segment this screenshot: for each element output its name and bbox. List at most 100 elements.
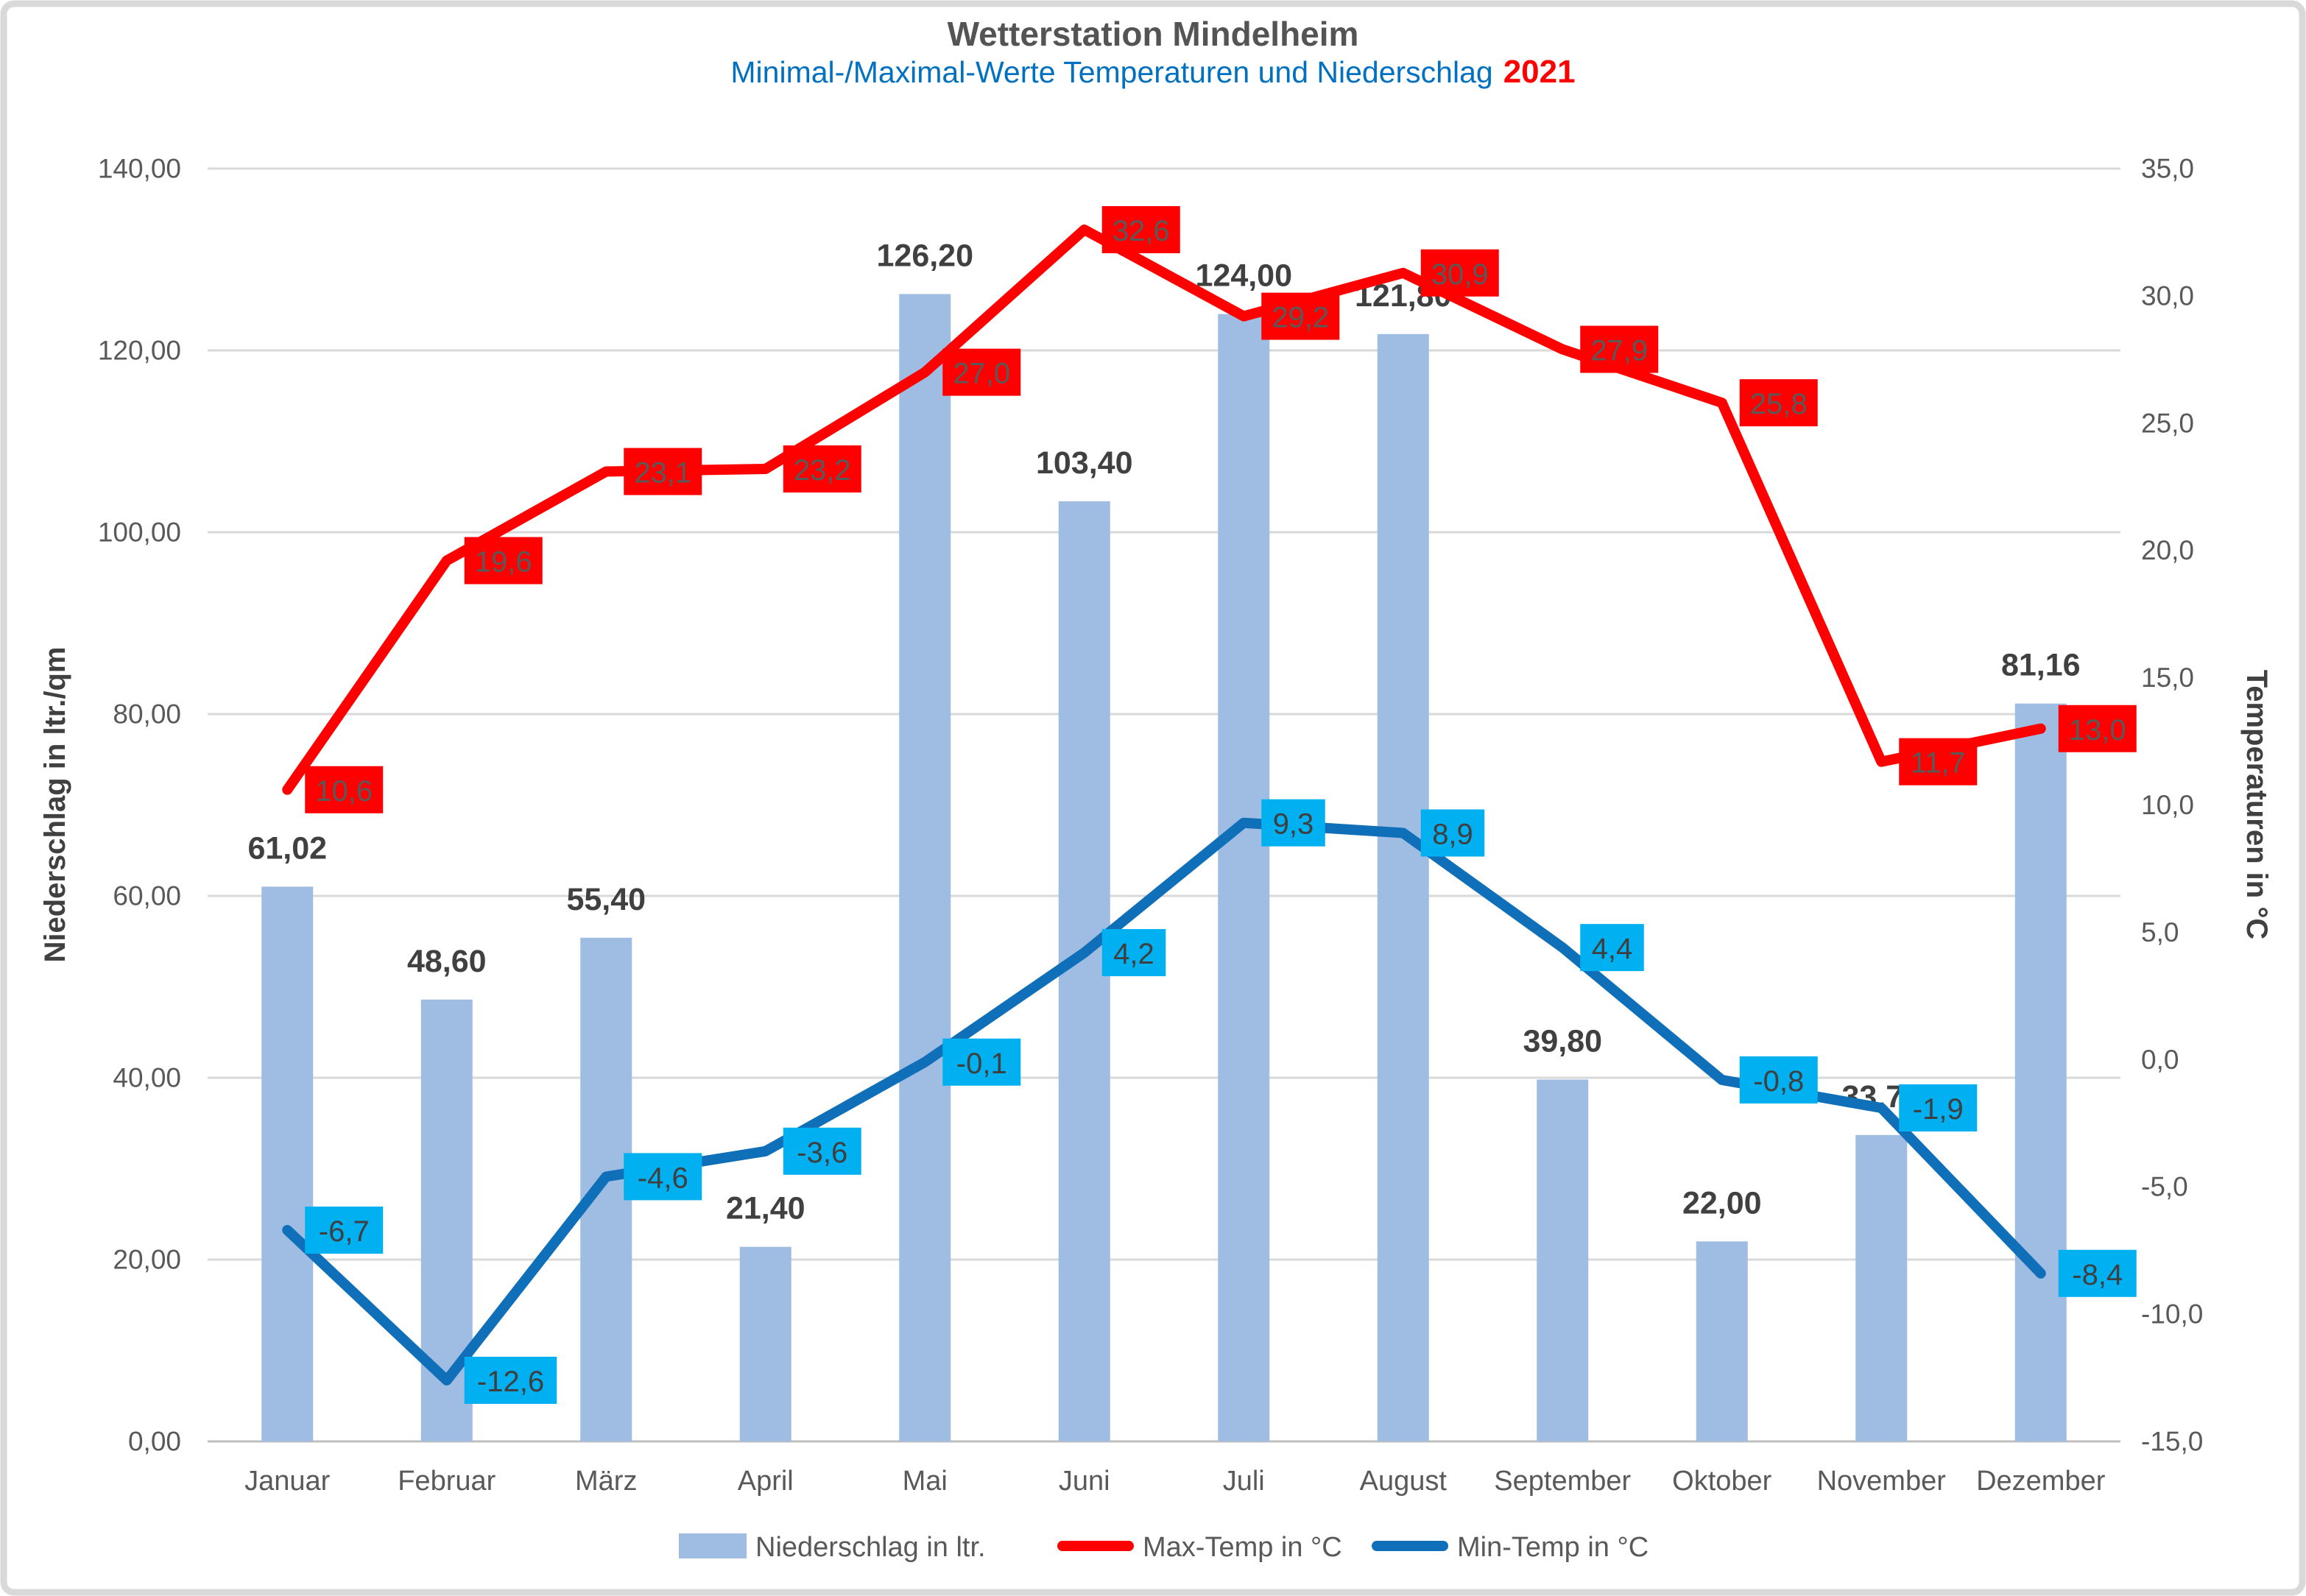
bar-label-januar: 61,02 (247, 830, 327, 866)
right-axis-tick: 25,0 (2141, 408, 2194, 438)
month-label-april: April (738, 1466, 794, 1497)
gridlines (208, 167, 2120, 1443)
max-temp-label-box (783, 445, 861, 493)
min-temp-label-box (464, 1357, 557, 1405)
right-axis-tick: 5,0 (2141, 917, 2179, 947)
min-temp-label-value: 4,2 (1113, 938, 1154, 970)
min-temp-label-value: 8,9 (1432, 819, 1473, 851)
min-temp-label-november[interactable]: -1,9 (1899, 1084, 1978, 1132)
max-temp-line[interactable] (282, 224, 2046, 795)
max-temp-label-box (942, 348, 1021, 396)
min-temp-label-value: -3,6 (797, 1137, 847, 1169)
max-temp-label-value: 32,6 (1113, 215, 1170, 247)
month-label-oktober: Oktober (1672, 1466, 1772, 1497)
month-label-august: August (1360, 1466, 1448, 1497)
left-axis-tick: 60,00 (113, 881, 181, 911)
legend: Niederschlag in ltr. Max-Temp in °C Min-Te… (679, 1532, 1649, 1563)
max-temp-label-value: 11,7 (1911, 747, 1966, 780)
max-temp-label-november[interactable]: 11,7 (1899, 738, 1978, 785)
bar-label-september: 39,80 (1523, 1023, 1602, 1059)
legend-item-min-temp[interactable]: Min-Temp in °C (1372, 1532, 1649, 1563)
max-temp-label-august[interactable]: 30,9 (1420, 249, 1499, 297)
max-temp-label-juni[interactable]: 32,6 (1101, 205, 1180, 253)
bar-label-dezember: 81,16 (2001, 648, 2081, 683)
bar-label-juli: 124,00 (1195, 258, 1292, 294)
max-temp-label-märz[interactable]: 23,1 (624, 448, 702, 495)
min-temp-label-box (1420, 809, 1485, 857)
min-temp-label-juni[interactable]: 4,2 (1101, 929, 1166, 977)
max-temp-label-value: 13,0 (2069, 714, 2126, 746)
max-temp-label-september[interactable]: 27,9 (1580, 325, 1659, 373)
legend-label: Min-Temp in °C (1457, 1532, 1649, 1563)
bar-september[interactable] (1537, 1079, 1589, 1441)
max-temp-label-box (2058, 705, 2137, 752)
chart-subtitle[interactable]: Minimal-/Maximal-Werte Temperaturen und … (730, 54, 1575, 90)
month-label-märz: März (575, 1466, 637, 1497)
right-axis-tick: -5,0 (2141, 1172, 2188, 1202)
precipitation-bar-labels: 61,0248,6055,4021,40126,20103,40124,0012… (247, 238, 2080, 1226)
chart-title[interactable]: Wetterstation Mindelheim (948, 15, 1359, 53)
min-temp-label-februar[interactable]: -12,6 (464, 1357, 557, 1405)
max-temp-label-box (624, 448, 702, 495)
max-temp-label-april[interactable]: 23,2 (783, 445, 861, 493)
min-temp-label-dezember[interactable]: -8,4 (2058, 1249, 2137, 1297)
bar-dezember[interactable] (2014, 703, 2067, 1441)
min-temp-label-september[interactable]: 4,4 (1580, 924, 1644, 972)
bar-oktober[interactable] (1696, 1241, 1748, 1441)
min-temp-label-box (624, 1153, 702, 1201)
min-temp-label-box (783, 1127, 861, 1175)
legend-label: Max-Temp in °C (1143, 1532, 1342, 1563)
bar-januar[interactable] (261, 886, 314, 1441)
max-temp-label-box (1580, 325, 1659, 373)
bar-juli[interactable] (1218, 314, 1270, 1442)
legend-item-niederschlag[interactable]: Niederschlag in ltr. (679, 1532, 986, 1563)
bar-mai[interactable] (899, 294, 951, 1442)
right-axis-tick: 0,0 (2141, 1045, 2179, 1075)
max-temp-label-januar[interactable]: 10,6 (305, 766, 384, 813)
month-label-juli: Juli (1223, 1466, 1265, 1497)
min-temp-label-april[interactable]: -3,6 (783, 1127, 861, 1175)
max-temp-label-value: 27,9 (1590, 335, 1648, 367)
max-temp-label-juli[interactable]: 29,2 (1261, 292, 1340, 340)
legend-label: Niederschlag in ltr. (755, 1532, 986, 1563)
bar-label-februar: 48,60 (407, 944, 487, 979)
right-axis-title[interactable]: Temperaturen in °C (2240, 670, 2273, 939)
bar-april[interactable] (739, 1246, 791, 1441)
max-temp-label-value: 27,0 (953, 358, 1010, 390)
right-axis-tick: -15,0 (2141, 1427, 2203, 1457)
right-axis-tick: 15,0 (2141, 663, 2194, 693)
min-temp-label-box (1580, 924, 1644, 972)
min-temp-label-box (305, 1206, 384, 1254)
min-temp-label-value: 4,4 (1592, 933, 1633, 965)
bar-november[interactable] (1855, 1134, 1908, 1441)
chart-subtitle-year: 2021 (1503, 54, 1576, 90)
min-temp-label-box (942, 1038, 1021, 1086)
max-temp-label-value: 19,6 (475, 546, 532, 579)
min-temp-label-oktober[interactable]: -0,8 (1739, 1056, 1818, 1104)
max-temp-label-dezember[interactable]: 13,0 (2058, 705, 2137, 752)
min-temp-label-mai[interactable]: -0,1 (942, 1038, 1021, 1086)
left-axis-title[interactable]: Niederschlag in ltr./qm (39, 646, 71, 962)
legend-item-max-temp[interactable]: Max-Temp in °C (1057, 1532, 1342, 1563)
min-temp-label-januar[interactable]: -6,7 (305, 1206, 384, 1254)
min-temp-label-value: -8,4 (2072, 1259, 2123, 1291)
min-temp-label-value: -0,8 (1753, 1065, 1804, 1098)
max-temp-label-value: 23,1 (634, 457, 691, 490)
max-temp-label-value: 29,2 (1272, 302, 1329, 334)
min-temp-label-august[interactable]: 8,9 (1420, 809, 1485, 857)
max-temp-label-oktober[interactable]: 25,8 (1739, 379, 1818, 427)
max-temp-label-value: 23,2 (794, 454, 851, 487)
max-temp-label-februar[interactable]: 19,6 (464, 537, 543, 585)
left-axis-tick-labels: 0,00 20,00 40,00 60,00 80,00 100,00 120,00 140,… (98, 154, 181, 1457)
bar-märz[interactable] (580, 937, 632, 1441)
chart-subtitle-text: Minimal-/Maximal-Werte Temperaturen und … (730, 55, 1492, 89)
max-temp-label-box (305, 766, 384, 813)
bar-august[interactable] (1377, 333, 1429, 1441)
max-temp-label-mai[interactable]: 27,0 (942, 348, 1021, 396)
min-temp-label-märz[interactable]: -4,6 (624, 1153, 702, 1201)
min-temp-label-juli[interactable]: 9,3 (1261, 799, 1325, 847)
bar-juni[interactable] (1058, 501, 1110, 1441)
